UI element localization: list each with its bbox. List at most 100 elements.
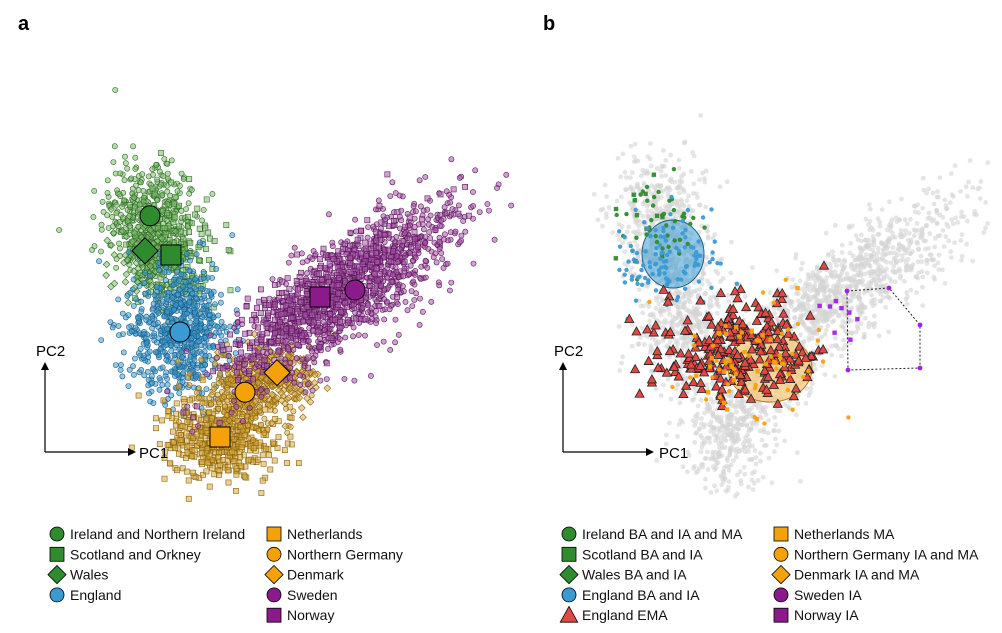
- background-point: [677, 400, 683, 406]
- sample-point: [209, 415, 215, 422]
- sample-point: [186, 229, 192, 235]
- sample-point: [387, 346, 394, 353]
- sample-point: [100, 208, 107, 215]
- sample-point: [411, 281, 418, 288]
- background-point: [726, 298, 732, 304]
- sample-point: [161, 475, 168, 482]
- sample-point: [132, 166, 139, 172]
- background-point: [664, 186, 669, 192]
- sample-point: [249, 339, 256, 346]
- sample-point: [293, 355, 300, 362]
- sample-point: [297, 372, 304, 379]
- sample-point: [239, 439, 246, 446]
- sample-point: [109, 229, 118, 237]
- sample-point: [294, 308, 301, 315]
- sample-point: [271, 330, 278, 336]
- sample-point: [220, 365, 227, 372]
- centroid-marker: [309, 286, 331, 308]
- sample-point: [180, 236, 187, 243]
- sample-point: [174, 188, 181, 195]
- sample-point: [327, 326, 334, 332]
- sample-point: [190, 469, 196, 476]
- sample-point: [258, 421, 264, 428]
- sample-point: [129, 185, 136, 192]
- background-point: [691, 325, 696, 331]
- sample-point: [227, 331, 233, 338]
- sample-point: [310, 319, 317, 326]
- legend-label: England: [70, 587, 121, 603]
- sample-point: [163, 182, 171, 190]
- sample-point: [172, 194, 179, 200]
- sample-point: [353, 315, 360, 322]
- sample-point: [119, 203, 126, 210]
- sample-point: [153, 339, 160, 346]
- sample-point: [381, 232, 388, 238]
- sample-point: [156, 168, 163, 175]
- panel-a: a PC1 PC2 Ireland and Northern IrelandSc…: [18, 13, 515, 623]
- background-point: [685, 339, 690, 345]
- sample-point: [107, 319, 114, 325]
- background-point: [698, 113, 704, 118]
- sample-point: [452, 228, 459, 235]
- background-point: [695, 195, 700, 200]
- sample-point: [203, 468, 210, 475]
- sample-point: [131, 229, 139, 237]
- sample-point: [417, 203, 424, 210]
- background-point: [619, 360, 624, 366]
- sample-point: [373, 320, 379, 326]
- background-point: [661, 148, 666, 153]
- sample-point: [214, 391, 221, 398]
- sample-point: [104, 212, 110, 218]
- sample-point: [277, 319, 283, 326]
- sample-point: [177, 300, 184, 307]
- background-point: [663, 173, 669, 179]
- sample-point: [428, 298, 435, 305]
- legend-marker: [49, 526, 65, 542]
- sample-point: [176, 383, 182, 390]
- sample-point: [161, 269, 168, 276]
- sample-point: [162, 281, 171, 289]
- sample-point: [410, 203, 417, 210]
- sample-point: [142, 270, 149, 276]
- sample-point: [202, 224, 209, 231]
- sample-point: [407, 250, 413, 257]
- sample-point: [170, 219, 177, 226]
- sample-point: [135, 392, 142, 399]
- sample-point: [400, 250, 407, 257]
- sample-point: [236, 364, 242, 370]
- sample-point: [212, 360, 218, 367]
- sample-point: [436, 238, 443, 245]
- sample-point: [176, 390, 183, 397]
- background-point: [750, 265, 755, 270]
- sample-point: [174, 291, 181, 298]
- sample-point: [258, 336, 265, 343]
- sample-point: [284, 275, 291, 282]
- sample-point: [184, 437, 191, 444]
- sample-point: [215, 454, 222, 461]
- sample-point: [263, 320, 270, 327]
- sample-point: [312, 251, 319, 258]
- sample-point: [149, 315, 156, 322]
- sample-point: [199, 458, 206, 465]
- sample-point: [198, 285, 204, 292]
- sample-point: [200, 275, 207, 281]
- background-point: [636, 228, 641, 234]
- background-point: [677, 320, 683, 326]
- sample-point: [288, 252, 295, 259]
- sample-point: [351, 377, 358, 384]
- sample-point: [347, 254, 353, 261]
- background-point: [713, 268, 719, 274]
- sample-point: [171, 200, 178, 207]
- background-point: [698, 329, 704, 335]
- background-point: [660, 320, 666, 325]
- sample-point: [388, 279, 395, 285]
- sample-point: [359, 304, 366, 311]
- sample-point: [147, 281, 156, 290]
- sample-point: [424, 264, 431, 271]
- background-point: [702, 176, 707, 182]
- sample-point: [373, 250, 379, 256]
- sample-point: [455, 210, 462, 217]
- sample-point: [420, 226, 427, 233]
- legend-item: Sweden: [266, 587, 338, 603]
- sample-point: [432, 226, 439, 233]
